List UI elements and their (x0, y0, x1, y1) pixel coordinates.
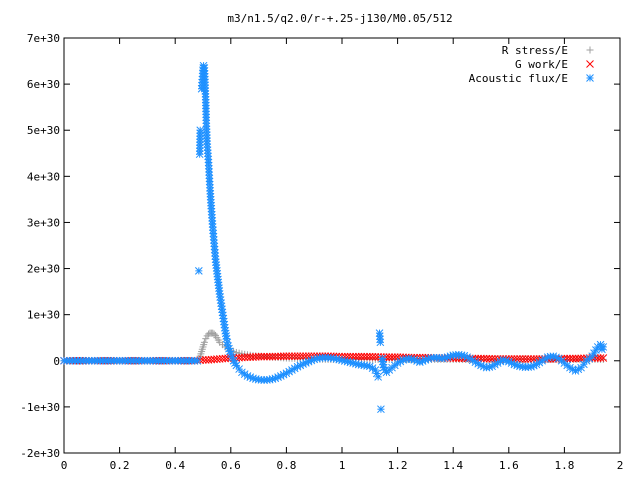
y-tick-label: 1e+30 (27, 309, 60, 322)
y-tick-label: -2e+30 (20, 447, 60, 460)
y-tick-label: 4e+30 (27, 170, 60, 183)
data-point (263, 352, 271, 361)
data-point (360, 352, 369, 361)
data-point (243, 353, 252, 361)
data-point (194, 267, 203, 275)
data-point (271, 352, 280, 361)
data-point (521, 355, 530, 363)
data-point (290, 352, 299, 361)
x-tick-label: 0 (61, 459, 68, 472)
legend-marker (586, 60, 594, 68)
x-tick-label: 0.8 (276, 459, 296, 472)
series-acoustic-flux-e (60, 61, 608, 414)
data-point (274, 352, 282, 361)
data-point (193, 356, 202, 365)
y-tick-label: 3e+30 (27, 216, 60, 229)
axis-ticks: 0 0.2 0.4 0.6 0.8 1 1.2 1.4 1.6 1.8 2 -2e+30 -1e+30 0… (20, 32, 623, 472)
y-tick-label: -1e+30 (20, 401, 60, 414)
data-point (357, 352, 366, 361)
data-point (596, 354, 605, 362)
y-tick-label: 7e+30 (27, 32, 60, 45)
plot-frame (63, 37, 621, 454)
data-point (268, 352, 277, 361)
data-point (524, 355, 533, 363)
data-point (288, 352, 296, 361)
data-point (296, 352, 305, 361)
data-point (365, 352, 374, 361)
data-point (382, 353, 391, 361)
x-tick-label: 0.4 (165, 459, 185, 472)
plot-axes (63, 37, 621, 454)
x-tick-label: 1.6 (499, 459, 519, 472)
data-point (285, 352, 294, 361)
data-point (368, 352, 377, 361)
data-point (282, 352, 291, 361)
data-point (571, 354, 580, 363)
data-point (363, 352, 371, 361)
data-point (371, 352, 380, 361)
x-tick-label: 2 (617, 459, 624, 472)
data-point (482, 354, 491, 363)
y-tick-label: 2e+30 (27, 263, 60, 276)
data-point (518, 355, 527, 363)
x-tick-label: 0.6 (221, 459, 241, 472)
data-point (196, 126, 205, 135)
data-point (566, 354, 574, 363)
y-tick-label: 0 (53, 355, 60, 368)
data-point (376, 338, 385, 347)
legend-marker (586, 46, 594, 54)
data-point (568, 354, 577, 363)
x-tick-label: 1.8 (554, 459, 574, 472)
data-point (293, 352, 302, 361)
legend-label: R stress/E (502, 44, 568, 57)
chart-title: m3/n1.5/q2.0/r-+.25-j130/M0.05/512 (227, 12, 452, 25)
x-tick-label: 0.2 (110, 459, 130, 472)
data-point (210, 330, 218, 338)
data-point (276, 352, 285, 361)
data-point (599, 354, 608, 362)
data-point (265, 352, 274, 361)
data-point (374, 373, 382, 381)
data-point (354, 352, 363, 361)
data-point (599, 343, 608, 351)
data-point (254, 352, 263, 361)
legend-label: G work/E (515, 58, 568, 71)
y-tick-label: 5e+30 (27, 124, 60, 137)
data-point (377, 405, 385, 414)
data-point (488, 354, 496, 363)
data-point (599, 355, 607, 363)
legend-label: Acoustic flux/E (469, 72, 568, 85)
data-point (257, 352, 266, 361)
y-tick-label: 6e+30 (27, 78, 60, 91)
data-point (385, 353, 394, 361)
legend-marker (586, 74, 594, 82)
data-point (279, 352, 288, 361)
data-point (200, 338, 208, 346)
x-tick-label: 1.2 (388, 459, 408, 472)
series-layer (60, 61, 608, 414)
x-tick-label: 1.4 (443, 459, 463, 472)
data-point (390, 353, 399, 361)
data-point (260, 352, 269, 361)
x-tick-label: 1 (339, 459, 346, 472)
